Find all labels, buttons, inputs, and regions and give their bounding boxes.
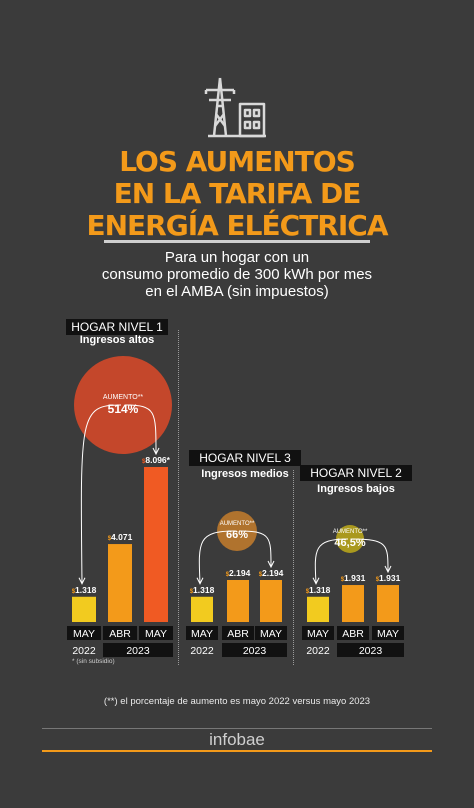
- panel-1-category-2: ABR: [109, 628, 131, 640]
- panel-2-arrowhead-right: [267, 560, 275, 569]
- separator-1: [178, 330, 179, 665]
- panel-2-year-2023: 2023: [243, 645, 267, 657]
- title-underline: [104, 240, 370, 243]
- panel-3-category-box-2: [337, 626, 369, 640]
- panel-2-subtitle: Ingresos medios: [201, 468, 289, 480]
- subtitle-line-2: consumo promedio de 300 kWh por mes: [101, 266, 373, 283]
- panel-2-arrow-left: [198, 530, 236, 583]
- brand-underline: [42, 750, 432, 752]
- panel-2-increase-label: AUMENTO**: [219, 521, 255, 527]
- panel-1-category-box-3: [139, 626, 173, 640]
- panel-3-value-label-1: $1.318: [306, 585, 331, 595]
- title-line-1: LOS AUMENTOS: [119, 145, 356, 178]
- panel-3-category-1: MAY: [307, 628, 329, 640]
- panel-2-arrow-right: [238, 530, 272, 566]
- panel-3-subtitle: Ingresos bajos: [317, 483, 395, 495]
- panel-1-arrow-left: [80, 404, 122, 583]
- panel-3-category-3: MAY: [377, 628, 399, 640]
- panel-3-increase-label: AUMENTO**: [332, 529, 368, 535]
- panel-2-value-label-2: $2.194: [226, 568, 251, 578]
- panel-2-bar-1: [191, 596, 213, 622]
- panel-1-year-2022: 2022: [72, 645, 96, 657]
- panel-3-value-label-2: $1.931: [341, 573, 366, 583]
- footer-divider: [42, 728, 432, 729]
- panel-3-title: HOGAR NIVEL 2: [300, 465, 412, 481]
- title-line-3: ENERGÍA ELÉCTRICA: [86, 209, 388, 242]
- increase-footnote: (**) el porcentaje de aumento es mayo 20…: [103, 696, 371, 707]
- panel-2-category-3: MAY: [260, 628, 282, 640]
- panel-2-category-1: MAY: [191, 628, 213, 640]
- panel-1-subtitle: Ingresos altos: [79, 334, 155, 346]
- panel-1-value-label-2: $4.071: [108, 532, 133, 542]
- panel-1-value-label-3: $8.096*: [142, 455, 171, 465]
- subtitle: Para un hogar con un consumo promedio de…: [0, 249, 474, 300]
- title-line-2: EN LA TARIFA DE: [113, 177, 362, 210]
- panel-3-value-label-3: $1.931: [376, 573, 401, 583]
- brand-logo: infobae: [209, 730, 265, 749]
- panel-1-bar-2: [108, 544, 132, 622]
- panel-2-year-2022: 2022: [190, 645, 214, 657]
- page-title: LOS AUMENTOS EN LA TARIFA DE ENERGÍA ELÉ…: [0, 146, 474, 242]
- panel-1-value-label-1: $1.318: [72, 585, 97, 595]
- panel-1-increase-label: AUMENTO**: [102, 394, 144, 401]
- panel-3-year-2022: 2022: [306, 645, 330, 657]
- subtitle-line-3: en el AMBA (sin impuestos): [145, 283, 329, 300]
- panel-2-increase-value: 66%: [225, 529, 249, 541]
- subtitle-line-1: Para un hogar con un: [164, 249, 310, 266]
- panel-2-value-label-3: $2.194: [259, 568, 284, 578]
- panel-2-arrowhead-left: [196, 577, 204, 585]
- panel-3-bar-2: [342, 585, 364, 622]
- panel-2-category-box-2: [222, 626, 254, 640]
- separator-2: [293, 470, 294, 665]
- panel-3-arrow-left: [314, 538, 349, 583]
- panel-1-year-2023: 2023: [126, 645, 150, 657]
- panel-3-category-box-1: [302, 626, 334, 640]
- panel-2-title: HOGAR NIVEL 3: [189, 450, 301, 466]
- panel-1-category-1: MAY: [73, 628, 95, 640]
- panel-2-bar-2: [227, 579, 249, 622]
- power-tower-and-house-icon: [204, 77, 266, 138]
- panel-3-bar-1: [307, 596, 329, 622]
- panel-3-arrowhead-right: [384, 565, 392, 574]
- panel-2-year-2023-box: [222, 643, 287, 657]
- panel-1-bar-3: [144, 467, 168, 622]
- panel-1-bar-1: [72, 596, 96, 622]
- panel-1-category-box-2: [103, 626, 137, 640]
- panel-1-title: HOGAR NIVEL 1: [66, 319, 168, 335]
- panel-2-bar-3: [260, 579, 282, 622]
- panel-3-year-2023-box: [337, 643, 404, 657]
- panel-1-arrow-right: [124, 404, 157, 454]
- panel-1-arrowhead-right: [152, 447, 160, 456]
- panel-3-category-2: ABR: [342, 628, 364, 640]
- panel-3-increase-value: 46,5%: [334, 537, 366, 549]
- panel-2-value-label-1: $1.318: [190, 585, 215, 595]
- panel-2-category-box-1: [186, 626, 218, 640]
- panel-1-category-3: MAY: [145, 628, 167, 640]
- subsidy-footnote: * (sin subsidio): [72, 658, 115, 665]
- panel-2-category-2: ABR: [227, 628, 249, 640]
- panel-3-category-box-3: [372, 626, 404, 640]
- panel-2-category-box-3: [255, 626, 287, 640]
- panel-1-arrowhead-left: [78, 577, 86, 585]
- panel-3-year-2023: 2023: [359, 645, 383, 657]
- panel-1-category-box-1: [67, 626, 101, 640]
- panel-3-arrowhead-left: [312, 577, 320, 585]
- panel-1-year-2023-box: [103, 643, 173, 657]
- panel-3-bar-3: [377, 585, 399, 622]
- panel-3-arrow-right: [351, 538, 389, 572]
